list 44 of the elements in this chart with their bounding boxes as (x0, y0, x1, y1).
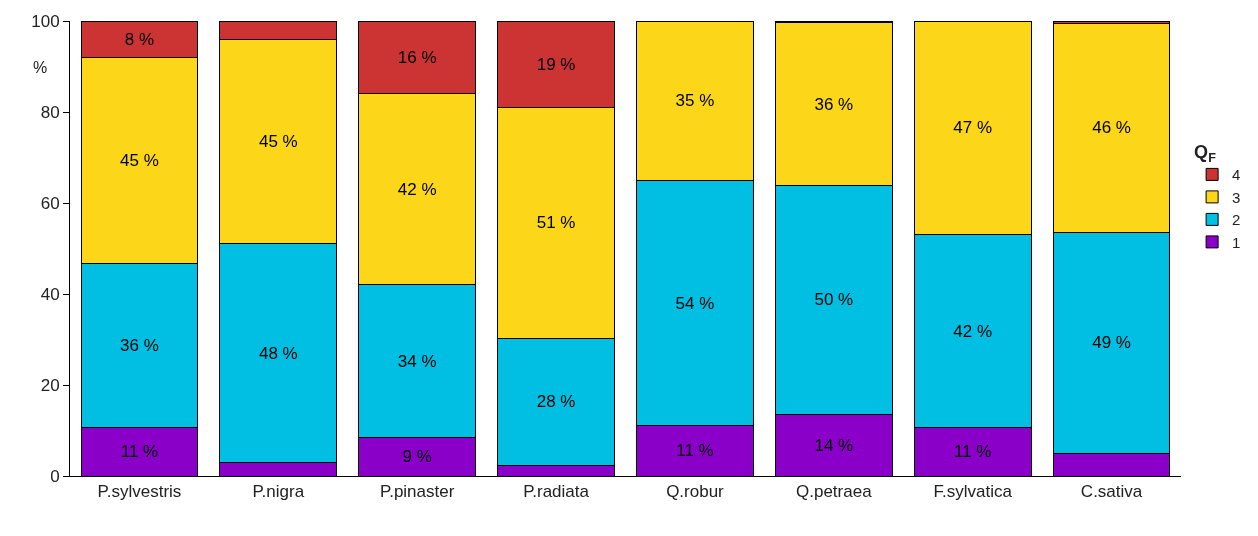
data-label: 49 % (1092, 333, 1131, 353)
y-tick-label: 40 (40, 284, 60, 304)
data-label: 45 % (120, 151, 159, 171)
data-label: 42 % (397, 179, 437, 199)
y-axis-title: % (33, 59, 48, 76)
x-tick-label: Q.petraea (796, 482, 873, 502)
y-tick-label: 60 (40, 193, 60, 213)
legend-label: 1 (1232, 233, 1241, 251)
x-tick-label: P.pinaster (380, 482, 455, 502)
data-label: 47 % (953, 118, 993, 138)
legend-label: 4 (1232, 166, 1241, 184)
data-label: 36 % (120, 336, 159, 356)
x-tick-label: P.radiata (523, 482, 590, 502)
x-tick-label: C.sativa (1080, 482, 1143, 502)
legend-title: Q$_{F}$ (1194, 142, 1217, 165)
data-label: 36 % (814, 94, 854, 114)
data-label: 51 % (536, 213, 576, 233)
x-tick-label: P.nigra (252, 482, 305, 502)
data-label: 34 % (397, 351, 437, 371)
y-tick-label: 100 (31, 11, 60, 31)
x-tick-label: P.sylvestris (97, 482, 182, 502)
legend-label: 3 (1232, 188, 1241, 206)
data-label: 35 % (675, 91, 715, 111)
data-label: 9 % (402, 447, 432, 467)
data-label: 45 % (258, 132, 298, 152)
data-label: 14 % (814, 435, 854, 455)
data-label: 50 % (814, 290, 854, 310)
data-label: 46 % (1092, 118, 1131, 138)
y-tick-label: 80 (40, 102, 60, 122)
data-label: 16 % (397, 47, 437, 67)
data-label: 42 % (953, 321, 993, 341)
y-tick-label: 0 (50, 466, 60, 486)
data-label: 11 % (120, 442, 159, 462)
data-label: 54 % (675, 293, 715, 313)
data-label: 48 % (258, 343, 298, 363)
data-label: 11 % (953, 442, 992, 462)
legend-label: 2 (1232, 211, 1241, 229)
data-label: 8 % (124, 29, 155, 49)
x-tick-label: Q.robur (666, 482, 725, 502)
x-tick-label: F.sylvatica (933, 482, 1013, 502)
data-label: 19 % (536, 54, 576, 74)
data-label: 28 % (536, 392, 576, 412)
y-tick-label: 20 (40, 375, 60, 395)
data-label: 11 % (676, 441, 714, 461)
